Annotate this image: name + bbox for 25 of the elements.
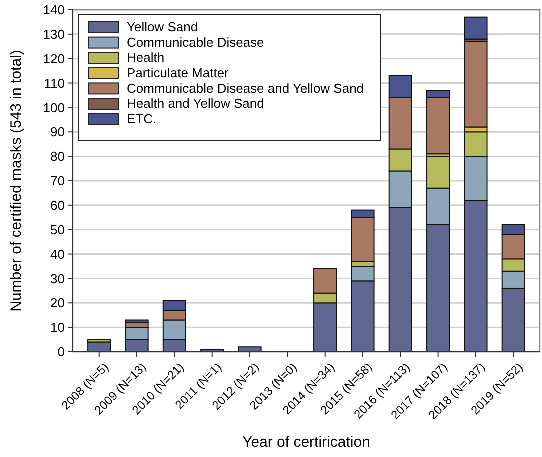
y-tick-label: 140 bbox=[43, 2, 65, 18]
legend-label: Yellow Sand bbox=[127, 20, 198, 35]
y-tick-label: 20 bbox=[50, 296, 65, 311]
y-tick-label: 40 bbox=[50, 246, 65, 262]
legend-label: ETC. bbox=[127, 111, 157, 126]
legend-label: Particulate Matter bbox=[127, 65, 230, 80]
y-tick-label: 130 bbox=[43, 26, 65, 42]
y-tick-label: 10 bbox=[50, 320, 65, 336]
y-tick-label: 50 bbox=[50, 222, 65, 238]
y-axis-title: Number of certified masks (543 in total) bbox=[8, 50, 25, 312]
y-tick-label: 70 bbox=[50, 174, 65, 189]
legend-label: Communicable Disease and Yellow Sand bbox=[127, 80, 364, 96]
y-tick-label: 120 bbox=[43, 51, 65, 66]
x-axis-title: Year of certirication bbox=[242, 434, 370, 451]
y-tick-label: 110 bbox=[44, 76, 65, 91]
y-tick-label: 100 bbox=[43, 100, 65, 116]
y-tick-label: 90 bbox=[50, 124, 65, 140]
legend-label: Communicable Disease bbox=[127, 34, 264, 50]
y-tick-label: 80 bbox=[50, 149, 65, 164]
y-tick-label: 0 bbox=[58, 344, 65, 360]
y-tick-label: 30 bbox=[50, 271, 65, 286]
legend-label: Health bbox=[127, 50, 165, 66]
y-tick-label: 60 bbox=[50, 198, 65, 213]
bar bbox=[464, 16, 488, 40]
legend-label: Health and Yellow Sand bbox=[127, 96, 264, 112]
